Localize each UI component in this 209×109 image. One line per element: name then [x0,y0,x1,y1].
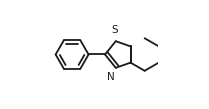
Text: N: N [107,72,115,82]
Text: S: S [112,25,118,35]
